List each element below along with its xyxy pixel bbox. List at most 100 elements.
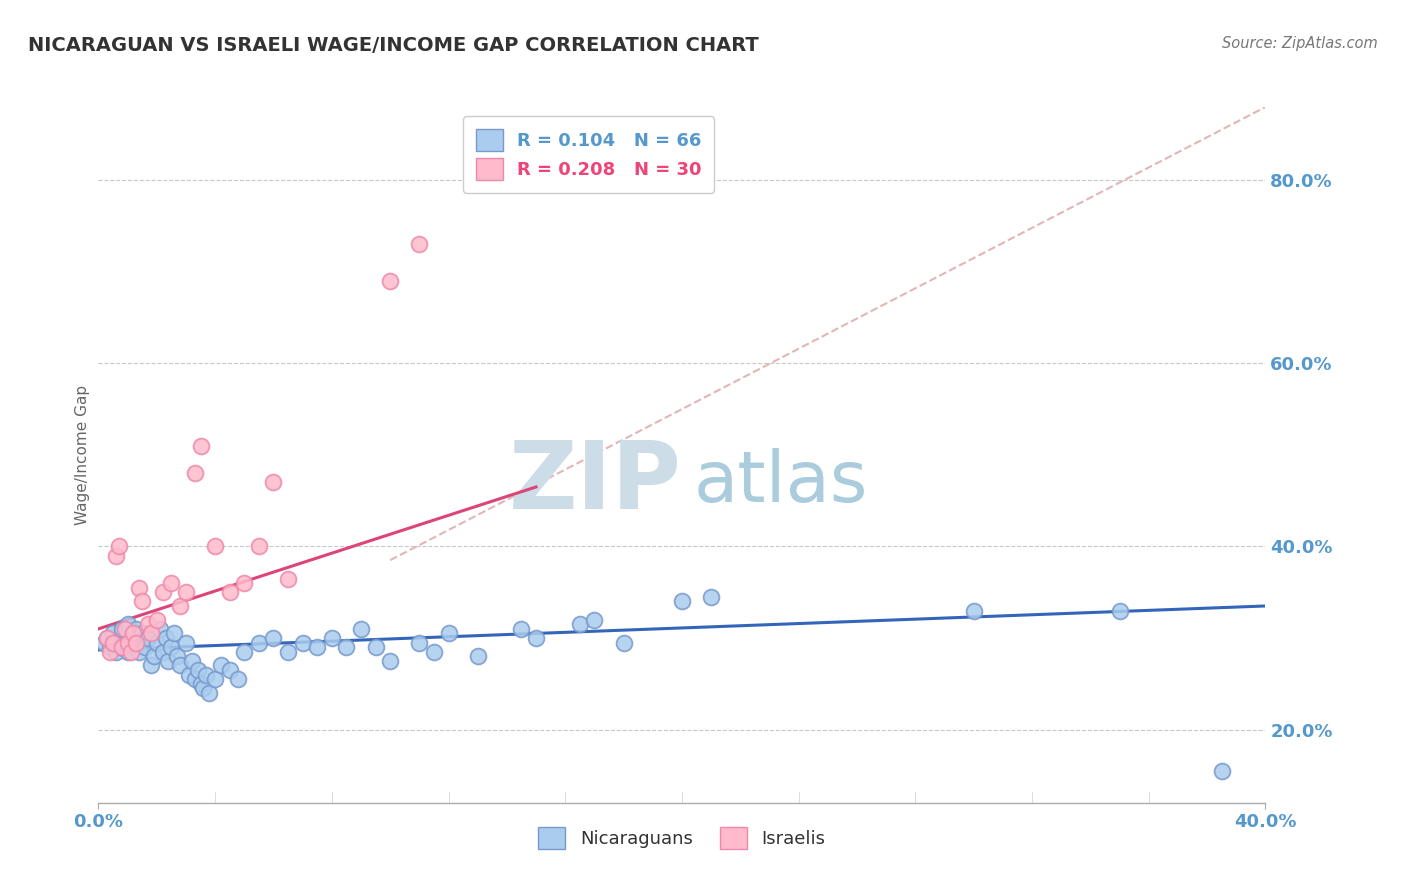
Point	[198, 686, 221, 700]
Point	[1211, 764, 1233, 778]
Point	[218, 663, 240, 677]
Point	[152, 645, 174, 659]
Point	[114, 635, 136, 649]
Point	[128, 645, 150, 659]
Point	[93, 635, 115, 649]
Point	[233, 576, 256, 591]
Point	[291, 635, 314, 649]
Point	[117, 635, 139, 649]
Point	[120, 631, 142, 645]
Point	[111, 640, 134, 655]
Point	[101, 626, 124, 640]
Point	[146, 613, 169, 627]
Point	[277, 645, 299, 659]
Point	[104, 549, 127, 563]
Point	[183, 467, 205, 481]
Point	[104, 645, 127, 659]
Point	[510, 622, 533, 636]
Y-axis label: Wage/Income Gap: Wage/Income Gap	[75, 384, 90, 525]
Point	[962, 603, 984, 617]
Text: NICARAGUAN VS ISRAELI WAGE/INCOME GAP CORRELATION CHART: NICARAGUAN VS ISRAELI WAGE/INCOME GAP CO…	[28, 36, 759, 54]
Point	[142, 649, 165, 664]
Point	[321, 631, 343, 645]
Point	[408, 635, 430, 649]
Text: Source: ZipAtlas.com: Source: ZipAtlas.com	[1222, 36, 1378, 51]
Point	[380, 274, 402, 288]
Point	[195, 667, 218, 681]
Point	[218, 585, 240, 599]
Point	[467, 649, 489, 664]
Point	[187, 663, 209, 677]
Text: ZIP: ZIP	[509, 437, 682, 529]
Point	[111, 622, 134, 636]
Point	[247, 540, 270, 554]
Point	[117, 645, 139, 659]
Point	[180, 654, 202, 668]
Point	[136, 631, 159, 645]
Point	[183, 672, 205, 686]
Point	[152, 585, 174, 599]
Point	[568, 617, 591, 632]
Point	[335, 640, 357, 655]
Point	[209, 658, 232, 673]
Point	[612, 635, 634, 649]
Point	[437, 626, 460, 640]
Point	[139, 626, 162, 640]
Point	[114, 622, 136, 636]
Point	[160, 640, 183, 655]
Point	[128, 581, 150, 595]
Point	[122, 635, 145, 649]
Point	[174, 635, 197, 649]
Point	[364, 640, 387, 655]
Point	[700, 590, 723, 604]
Point	[155, 631, 177, 645]
Point	[101, 635, 124, 649]
Point	[157, 654, 180, 668]
Point	[262, 631, 284, 645]
Point	[120, 645, 142, 659]
Point	[98, 645, 121, 659]
Point	[136, 617, 159, 632]
Point	[169, 599, 191, 613]
Point	[139, 658, 162, 673]
Point	[190, 677, 212, 691]
Point	[125, 635, 148, 649]
Point	[247, 635, 270, 649]
Point	[98, 640, 121, 655]
Point	[169, 658, 191, 673]
Point	[125, 622, 148, 636]
Point	[524, 631, 547, 645]
Point	[149, 622, 172, 636]
Point	[160, 576, 183, 591]
Point	[146, 635, 169, 649]
Point	[277, 572, 299, 586]
Point	[117, 617, 139, 632]
Point	[204, 672, 226, 686]
Legend: Nicaraguans, Israelis: Nicaraguans, Israelis	[524, 813, 839, 863]
Point	[134, 640, 156, 655]
Point	[108, 640, 131, 655]
Point	[131, 626, 153, 640]
Point	[262, 475, 284, 490]
Point	[204, 540, 226, 554]
Point	[423, 645, 446, 659]
Point	[233, 645, 256, 659]
Point	[96, 631, 118, 645]
Point	[166, 649, 188, 664]
Point	[174, 585, 197, 599]
Point	[193, 681, 215, 696]
Point	[307, 640, 329, 655]
Point	[96, 631, 118, 645]
Point	[122, 626, 145, 640]
Point	[350, 622, 373, 636]
Point	[1108, 603, 1130, 617]
Point	[190, 439, 212, 453]
Point	[583, 613, 606, 627]
Point	[163, 626, 186, 640]
Point	[408, 237, 430, 252]
Text: atlas: atlas	[693, 449, 868, 517]
Point	[177, 667, 200, 681]
Point	[108, 540, 131, 554]
Point	[228, 672, 250, 686]
Point	[131, 594, 153, 608]
